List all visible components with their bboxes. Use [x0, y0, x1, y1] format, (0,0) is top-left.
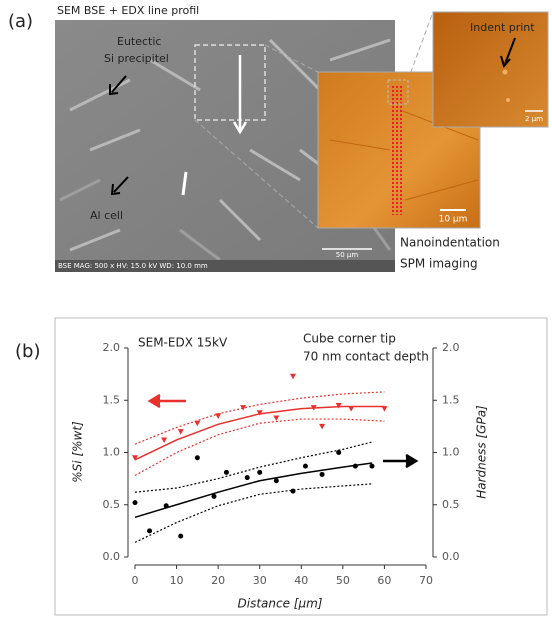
data-point	[273, 415, 280, 422]
data-point	[257, 469, 263, 475]
data-point	[369, 463, 375, 469]
panel-frame	[54, 317, 548, 616]
data-point	[348, 406, 355, 412]
x-tick-label: 30	[253, 574, 267, 587]
indent	[506, 98, 510, 102]
y-axis-label: %Si [%wt]	[71, 421, 85, 483]
data-point	[336, 450, 342, 455]
panel-label: (a)	[8, 11, 33, 32]
x-tick-label: 40	[294, 574, 308, 587]
y-tick-label: 0.5	[103, 498, 121, 511]
data-point	[244, 475, 250, 481]
afm-scale-bar-label: 10 µm	[439, 215, 468, 225]
x-tick-label: 20	[211, 574, 225, 587]
data-point	[381, 406, 388, 412]
data-point	[256, 410, 263, 416]
data-point	[302, 463, 308, 469]
data-point	[132, 455, 138, 461]
data-point	[177, 429, 184, 435]
indent	[502, 69, 508, 75]
inset-scale-bar-label: 2 µm	[525, 115, 543, 123]
data-point	[194, 455, 200, 461]
y-tick-label: 1.5	[103, 393, 121, 406]
caption: SPM imaging	[400, 257, 478, 271]
x-tick-label: 10	[170, 574, 184, 587]
y2-tick-label: 0.0	[442, 550, 460, 563]
scale-bar-label: 50 µm	[336, 251, 359, 259]
data-point	[161, 437, 168, 443]
confidence-band	[134, 483, 372, 543]
confidence-band	[134, 391, 385, 445]
y2-tick-label: 1.5	[442, 393, 460, 406]
scan-arrow	[232, 55, 248, 135]
x-tick-label: 60	[377, 574, 391, 587]
y2-tick-label: 0.5	[442, 498, 460, 511]
data-point	[223, 469, 229, 475]
confidence-band	[134, 441, 373, 493]
y-tick-label: 1.0	[103, 446, 121, 459]
inset-image	[432, 11, 549, 128]
annotation: Eutectic	[117, 35, 161, 48]
data-point	[211, 493, 217, 499]
y2-tick-label: 1.0	[442, 446, 460, 459]
caption: Nanoindentation	[400, 236, 500, 250]
annotation: SEM-EDX 15kV	[138, 336, 228, 350]
panel-label: (b)	[15, 341, 40, 362]
fit-line	[134, 462, 373, 519]
data-point	[319, 423, 326, 430]
x-tick-label: 70	[419, 574, 433, 587]
axis-arrow	[383, 453, 419, 469]
info-bar-bg	[55, 260, 395, 272]
data-point	[147, 528, 153, 534]
data-point	[240, 405, 247, 411]
info-bar: BSE MAG: 500 x HV: 15.0 kV WD: 10.0 mm	[58, 262, 208, 270]
arrow	[110, 176, 129, 196]
annotation: Al cell	[90, 209, 123, 222]
fit-line	[134, 405, 385, 461]
zoom-box	[387, 79, 409, 105]
data-point	[132, 500, 138, 506]
axis-arrow	[147, 393, 186, 409]
annotation: Cube corner tip	[303, 332, 396, 346]
data-point	[319, 471, 325, 477]
arrow	[109, 75, 127, 96]
y-tick-label: 2.0	[103, 341, 121, 354]
data-point	[178, 533, 184, 539]
annotation: Si precipitel	[104, 52, 169, 65]
data-point	[335, 402, 342, 409]
indent-line	[392, 86, 402, 215]
data-point	[215, 413, 222, 419]
precipitate	[181, 171, 188, 196]
data-point	[273, 478, 279, 484]
x-tick-label: 50	[336, 574, 350, 587]
arrow	[500, 37, 516, 69]
x-axis-label: Distance [µm]	[238, 597, 323, 611]
annotation: 70 nm contact depth	[303, 350, 429, 364]
y2-axis-label: Hardness [GPa]	[475, 405, 489, 499]
roi-box	[194, 44, 266, 121]
inset-label: Indent print	[470, 21, 535, 34]
y2-tick-label: 2.0	[442, 341, 460, 354]
y-tick-label: 0.0	[103, 550, 121, 563]
data-point	[289, 373, 296, 380]
panel-title: SEM BSE + EDX line profil	[57, 4, 199, 17]
data-point	[194, 420, 201, 427]
x-tick-label: 0	[132, 574, 139, 587]
